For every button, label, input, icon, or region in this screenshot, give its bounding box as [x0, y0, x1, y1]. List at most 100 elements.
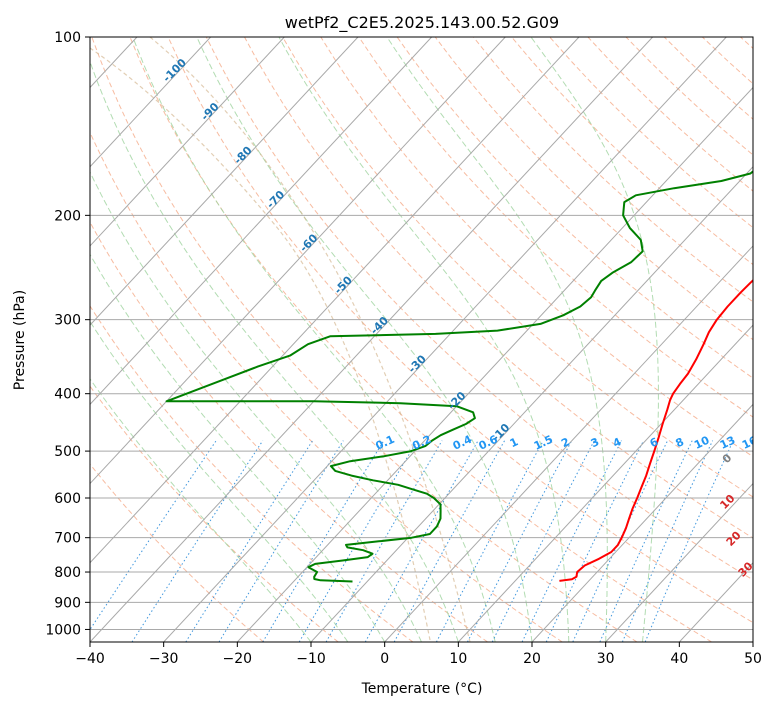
isotherm-line: [236, 86, 753, 642]
isotherm-line: [605, 482, 753, 642]
dry-adiabat-line: [90, 131, 563, 642]
dry-adiabat-line: [701, 37, 753, 85]
moist-adiabat-line: [530, 37, 659, 642]
dry-adiabat-line: [740, 37, 753, 50]
y-tick-label: 800: [54, 565, 81, 581]
isotherm-label: -30: [406, 352, 429, 375]
mixing-ratio-line: [325, 440, 443, 642]
dry-adiabat-line: [663, 37, 753, 120]
dry-adiabat-line: [90, 221, 488, 642]
dry-adiabat-line: [549, 37, 753, 229]
moist-adiabat-line: [386, 37, 608, 642]
isotherm-line: [90, 37, 359, 326]
y-tick-label: 600: [54, 491, 81, 507]
y-tick-label: 200: [54, 208, 81, 224]
mixing-ratio-line: [218, 440, 344, 642]
mixing-ratio-label: 8: [674, 435, 686, 450]
x-tick-label: 30: [597, 651, 615, 667]
y-tick-label: 500: [54, 444, 81, 460]
mixing-ratio-label: 3: [589, 435, 601, 450]
isotherm-line: [90, 37, 580, 564]
dewpoint-line: [165, 170, 753, 583]
mixing-ratio-line: [521, 440, 622, 642]
isotherm-label: -100: [160, 56, 189, 85]
mixing-ratio-line: [491, 440, 595, 642]
brown-curve-line: [149, 37, 471, 642]
x-tick-label: 50: [744, 651, 762, 667]
mixing-ratio-line: [131, 440, 264, 642]
isotherm-line: [90, 37, 285, 247]
dry-adiabat-line: [396, 37, 753, 379]
isotherm-label: -90: [198, 100, 221, 123]
isotherm-line: [384, 245, 753, 642]
dry-adiabat-line: [434, 37, 753, 341]
dry-adiabat-line: [358, 37, 753, 418]
mixing-ratio-line: [621, 440, 714, 642]
x-tick-label: 20: [523, 651, 541, 667]
isotherm-line: [531, 403, 753, 642]
mixing-ratio-line: [185, 440, 314, 642]
mixing-ratio-label: 20: [762, 433, 775, 451]
x-tick-label: 40: [670, 651, 688, 667]
moist-adiabat-line: [90, 60, 459, 642]
isotherm-line: [90, 37, 212, 168]
dry-adiabat-label: 20: [724, 529, 744, 549]
isotherm-line: [90, 37, 433, 406]
moist-adiabat-line: [90, 253, 386, 642]
x-tick-label: −20: [223, 651, 253, 667]
isotherm-line: [310, 165, 753, 642]
x-tick-label: 10: [449, 651, 467, 667]
mixing-ratio-label: 0.2: [410, 433, 433, 453]
dry-adiabat-line: [282, 37, 753, 498]
mixing-ratio-line: [393, 440, 506, 642]
dry-adiabat-line: [320, 37, 753, 458]
mixing-ratio-label: 10: [692, 433, 712, 451]
mixing-ratio-label: 16: [740, 433, 760, 451]
dry-adiabat-label: 40: [757, 584, 775, 604]
y-tick-label: 300: [54, 313, 81, 329]
mixing-ratio-line: [599, 440, 693, 642]
mixing-ratio-label: 13: [718, 434, 737, 452]
isotherm-line: [678, 562, 753, 642]
moist-adiabat-line: [278, 37, 570, 642]
plot-frame: [89, 36, 754, 643]
x-tick-label: −10: [296, 651, 326, 667]
dry-adiabat-line: [91, 37, 638, 642]
brown-curve-line: [90, 47, 431, 641]
y-tick-label: 700: [54, 531, 81, 547]
isotherm-label: -40: [368, 314, 391, 337]
isotherm-line: [90, 37, 506, 485]
mixing-ratio-label: 1: [508, 435, 520, 450]
dry-adiabat-label: 10: [717, 492, 737, 512]
dry-adiabat-label: 0: [720, 451, 735, 466]
isotherm-line: [90, 37, 654, 642]
y-tick-label: 100: [54, 30, 81, 46]
mixing-ratio-label: 4: [611, 435, 624, 450]
isotherm-line: [0, 37, 63, 642]
isotherm-label: -80: [231, 144, 254, 167]
mixing-ratio-line: [364, 440, 479, 642]
moist-adiabat-line: [90, 377, 312, 642]
x-tick-label: −30: [149, 651, 179, 667]
mixing-ratio-line: [644, 440, 734, 642]
dry-adiabat-line: [511, 37, 753, 266]
dry-adiabat-line: [90, 385, 339, 642]
isotherm-label: -70: [264, 188, 287, 211]
mixing-ratio-label: 0.4: [451, 433, 474, 453]
mixing-ratio-line: [467, 440, 573, 642]
dry-adiabat-line: [473, 37, 753, 303]
isotherm-line: [752, 641, 753, 642]
y-axis-label: Pressure (hPa): [12, 290, 28, 390]
moist-adiabat-line: [90, 170, 422, 642]
x-tick-label: −40: [75, 651, 105, 667]
mixing-ratio-line: [90, 440, 217, 631]
dry-adiabat-line: [90, 463, 264, 642]
y-tick-label: 900: [54, 595, 81, 611]
dry-adiabat-line: [167, 37, 753, 624]
dry-adiabat-line: [90, 305, 414, 642]
mixing-ratio-line: [298, 440, 418, 642]
y-tick-label: 400: [54, 387, 81, 403]
y-tick-label: 1000: [45, 622, 81, 638]
mixing-ratio-label: 0.1: [373, 433, 396, 453]
moist-adiabat-line: [196, 37, 533, 642]
